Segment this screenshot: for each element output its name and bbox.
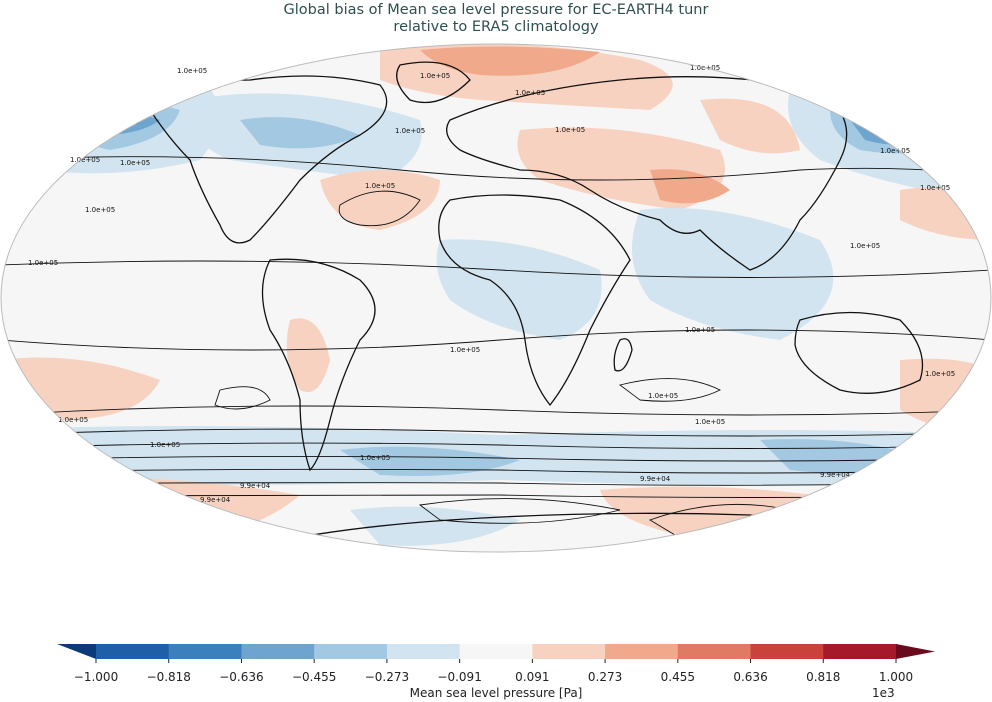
colorbar-overflow-arrow: [896, 644, 935, 659]
contour-label: 1.0e+05: [685, 326, 715, 334]
contour-label: 1.0e+05: [420, 72, 450, 80]
colorbar-cell: [750, 644, 824, 659]
colorbar-cell: [168, 644, 242, 659]
contour-label: 1.0e+05: [648, 392, 678, 400]
colorbar-tick-label: 1.000: [878, 670, 914, 684]
contour-label: 1.0e+05: [28, 259, 58, 267]
contour-label: 9.9e+04: [640, 475, 671, 483]
contour-label: 9.9e+04: [820, 471, 851, 479]
colorbar-cell: [241, 644, 315, 659]
colorbar-tick-label: −0.455: [291, 670, 337, 684]
map-border: [0, 43, 992, 553]
contour-label: 1.0e+05: [150, 441, 180, 449]
contour-label: 1.0e+05: [70, 156, 100, 164]
colorbar-cell: [532, 644, 606, 659]
colorbar: [57, 644, 935, 663]
colorbar-exponent: 1e3: [872, 686, 895, 700]
colorbar-cell: [605, 644, 679, 659]
contour-label: 1.0e+05: [177, 67, 207, 75]
contour-label: 1.0e+05: [920, 184, 950, 192]
colorbar-cell: [386, 644, 461, 659]
colorbar-underflow-arrow: [57, 644, 96, 659]
contour-label: 1.0e+05: [58, 416, 88, 424]
colorbar-cell: [459, 644, 533, 659]
colorbar-tick-label: 0.091: [515, 670, 550, 684]
bias-field: [1, 44, 991, 552]
colorbar-label: Mean sea level pressure [Pa]: [409, 686, 583, 700]
colorbar-tick-label: 0.455: [660, 670, 695, 684]
colorbar-tick-label: −0.273: [364, 670, 410, 684]
colorbar-tick-label: 0.636: [733, 670, 768, 684]
colorbar-tick-label: −1.000: [73, 670, 119, 684]
colorbar-cell: [677, 644, 752, 659]
contour-label: 1.0e+05: [695, 418, 725, 426]
map-title-line-1: Global bias of Mean sea level pressure f…: [283, 2, 709, 18]
map-title-line-2: relative to ERA5 climatology: [393, 19, 599, 35]
world-map: 1.0e+05 1.0e+05 1.0e+05 1.0e+05 1.0e+05 …: [0, 43, 992, 553]
colorbar-tick-label: 0.273: [587, 670, 623, 684]
contour-label: 1.0e+05: [450, 346, 480, 354]
contour-label: 1.0e+05: [365, 182, 395, 190]
colorbar-tick-label: −0.818: [146, 670, 191, 684]
colorbar-cell: [823, 644, 897, 659]
contour-label: 1.0e+05: [880, 147, 910, 155]
colorbar-tick-label: −0.091: [437, 670, 482, 684]
contour-label: 1.0e+05: [925, 370, 955, 378]
contour-label: 1.0e+05: [515, 89, 545, 97]
contour-label: 1.0e+05: [395, 127, 425, 135]
colorbar-cell: [314, 644, 388, 659]
colorbar-tick-label: 0.818: [806, 670, 841, 684]
contour-label: 1.0e+05: [555, 126, 585, 134]
contour-label: 1.0e+05: [85, 206, 115, 214]
contour-labels: 1.0e+05 1.0e+05 1.0e+05 1.0e+05 1.0e+05 …: [28, 64, 955, 504]
contour-label: 1.0e+05: [360, 454, 390, 462]
contour-label: 1.0e+05: [120, 159, 150, 167]
colorbar-tick-label: −0.636: [219, 670, 264, 684]
contour-label: 1.0e+05: [850, 242, 880, 250]
colorbar-cell: [96, 644, 170, 659]
contour-label: 9.9e+04: [200, 496, 231, 504]
contour-label: 9.9e+04: [240, 482, 271, 490]
